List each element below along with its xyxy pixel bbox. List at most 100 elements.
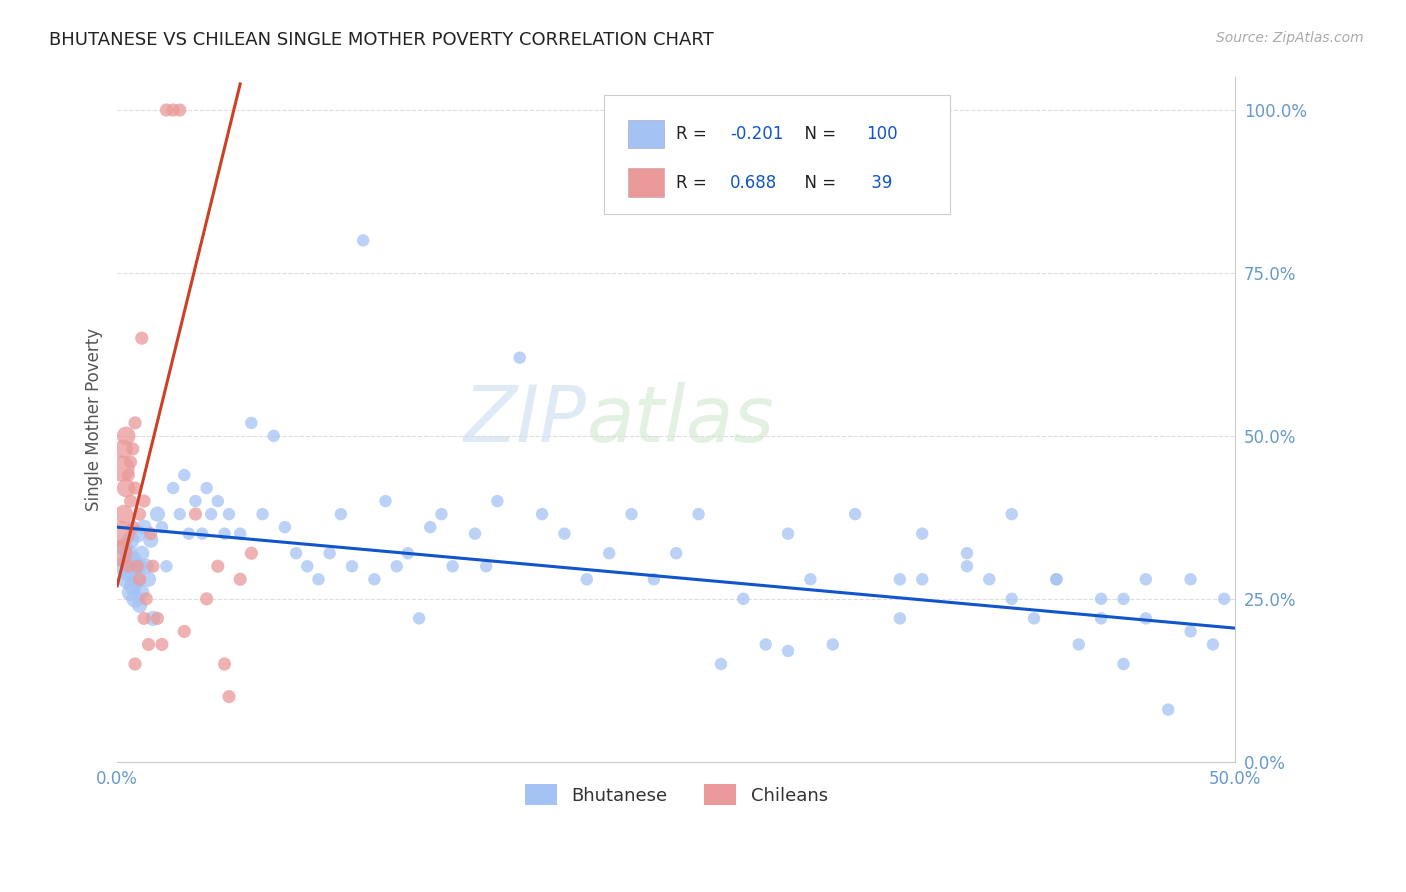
Point xyxy=(240,546,263,560)
Point xyxy=(1202,637,1225,651)
Text: atlas: atlas xyxy=(586,382,775,458)
Point xyxy=(307,572,329,586)
Point xyxy=(419,520,441,534)
Point xyxy=(821,637,844,651)
Point xyxy=(131,331,153,345)
Point xyxy=(207,494,229,508)
Point xyxy=(117,559,139,574)
Point xyxy=(486,494,509,508)
FancyBboxPatch shape xyxy=(628,120,664,148)
Point xyxy=(139,533,162,548)
Point xyxy=(128,507,150,521)
Point xyxy=(688,507,710,521)
Point xyxy=(1001,591,1024,606)
Text: ZIP: ZIP xyxy=(464,382,586,458)
Point xyxy=(191,526,214,541)
Point xyxy=(1112,591,1135,606)
Point xyxy=(733,591,755,606)
Text: -0.201: -0.201 xyxy=(730,125,783,143)
Point xyxy=(385,559,408,574)
Point xyxy=(155,559,177,574)
Point xyxy=(121,520,143,534)
Point xyxy=(956,546,979,560)
Y-axis label: Single Mother Poverty: Single Mother Poverty xyxy=(86,328,103,511)
Point xyxy=(124,591,146,606)
Point xyxy=(132,520,155,534)
Point xyxy=(1180,624,1202,639)
Point xyxy=(121,579,143,593)
Point xyxy=(124,481,146,495)
Point xyxy=(263,429,285,443)
Point xyxy=(643,572,665,586)
Point xyxy=(755,637,778,651)
Point xyxy=(1090,591,1112,606)
Point xyxy=(112,442,135,456)
Point xyxy=(142,611,165,625)
Point xyxy=(1135,572,1157,586)
Point xyxy=(531,507,554,521)
Point xyxy=(132,494,155,508)
Point xyxy=(117,468,139,483)
Point xyxy=(352,233,374,247)
Point xyxy=(1213,591,1236,606)
Point xyxy=(131,546,153,560)
Legend: Bhutanese, Chileans: Bhutanese, Chileans xyxy=(516,775,837,814)
Point xyxy=(177,526,200,541)
Point xyxy=(115,481,138,495)
Point xyxy=(1180,572,1202,586)
Point xyxy=(464,526,486,541)
Point xyxy=(776,644,799,658)
Point xyxy=(112,507,135,521)
Point xyxy=(127,526,149,541)
Point xyxy=(889,572,911,586)
Point xyxy=(138,572,160,586)
Point xyxy=(214,657,236,671)
Point xyxy=(184,494,207,508)
Point xyxy=(318,546,340,560)
Point xyxy=(207,559,229,574)
Point xyxy=(120,455,142,469)
Point xyxy=(1001,507,1024,521)
Point xyxy=(132,611,155,625)
Point xyxy=(195,591,218,606)
Point xyxy=(184,507,207,521)
Text: R =: R = xyxy=(676,125,713,143)
Text: 0.688: 0.688 xyxy=(730,174,778,192)
Point xyxy=(430,507,453,521)
Point xyxy=(135,591,157,606)
Point xyxy=(509,351,531,365)
Point xyxy=(1135,611,1157,625)
Point xyxy=(127,559,149,574)
Text: N =: N = xyxy=(793,174,841,192)
Point xyxy=(200,507,222,521)
Point xyxy=(1045,572,1067,586)
Point xyxy=(285,546,308,560)
Point xyxy=(1090,611,1112,625)
Point xyxy=(710,657,733,671)
Point xyxy=(111,461,134,475)
Point xyxy=(218,690,240,704)
Text: 100: 100 xyxy=(866,125,898,143)
Point xyxy=(844,507,866,521)
Point xyxy=(598,546,620,560)
Point xyxy=(889,611,911,625)
Point xyxy=(297,559,319,574)
Point xyxy=(229,572,252,586)
Point xyxy=(979,572,1001,586)
Point xyxy=(138,637,160,651)
Point xyxy=(274,520,297,534)
Point xyxy=(121,553,143,567)
Point xyxy=(146,507,169,521)
Point xyxy=(111,559,134,574)
Point xyxy=(363,572,385,586)
Point xyxy=(218,507,240,521)
Point xyxy=(146,611,169,625)
Point xyxy=(252,507,274,521)
Point xyxy=(155,103,177,117)
Point xyxy=(124,559,146,574)
Point xyxy=(128,559,150,574)
Point xyxy=(111,526,134,541)
Point xyxy=(162,103,184,117)
FancyBboxPatch shape xyxy=(628,169,664,197)
Point xyxy=(120,585,142,599)
